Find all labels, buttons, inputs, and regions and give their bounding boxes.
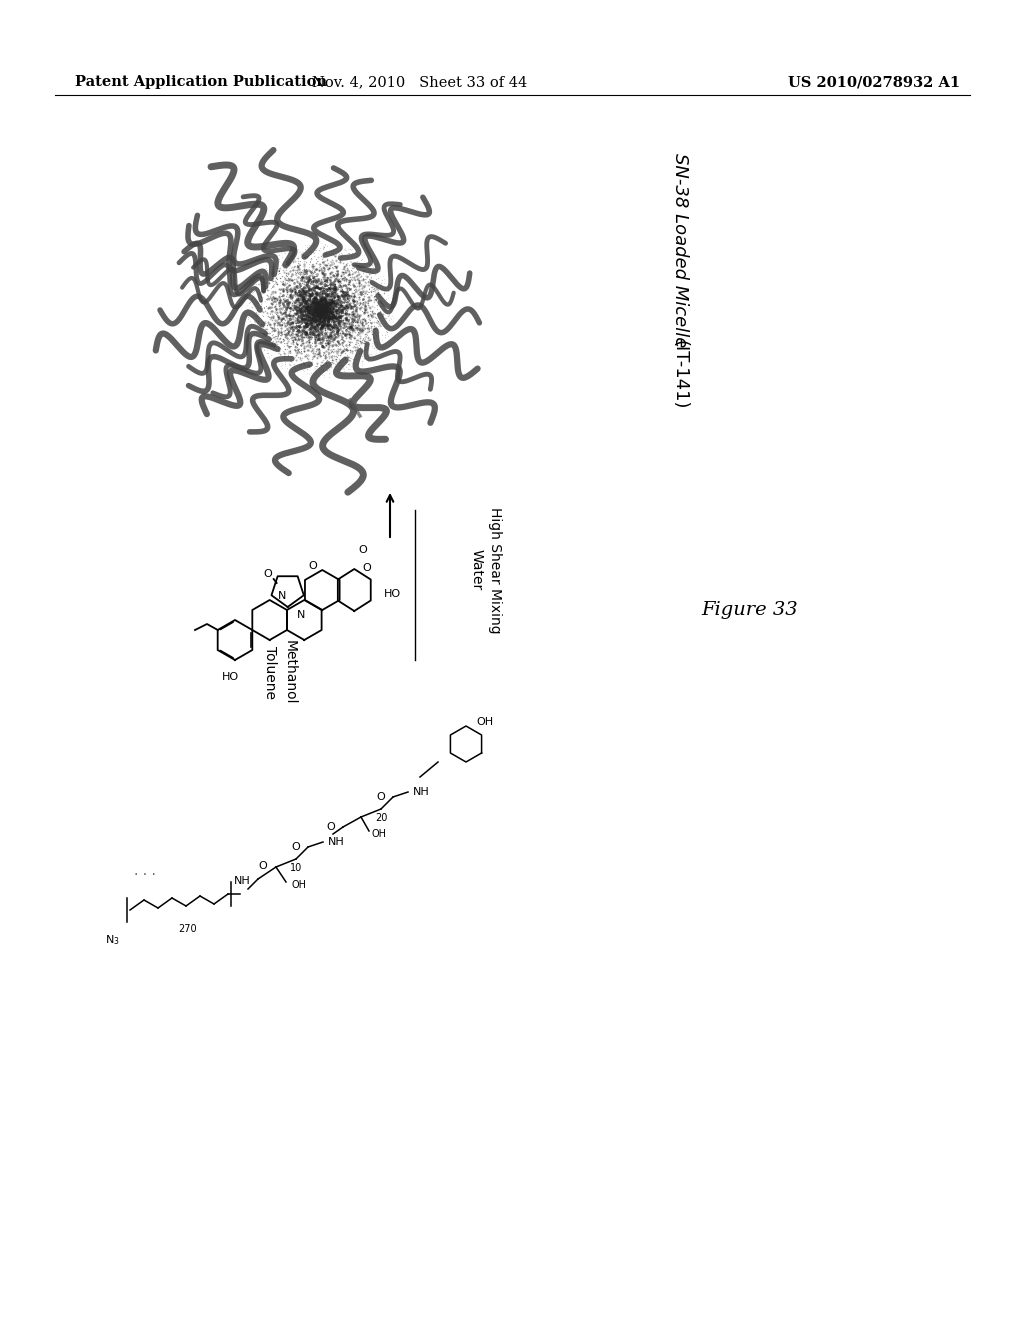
Text: N: N: [297, 610, 305, 620]
Text: Figure 33: Figure 33: [701, 601, 799, 619]
Text: 270: 270: [178, 924, 198, 935]
Text: O: O: [361, 564, 371, 573]
Text: O: O: [377, 792, 385, 803]
Text: NH: NH: [328, 837, 345, 847]
Text: · · ·: · · ·: [134, 869, 156, 882]
Text: N: N: [278, 591, 286, 601]
Text: O: O: [308, 561, 316, 572]
Text: Methanol: Methanol: [283, 640, 297, 705]
Text: US 2010/0278932 A1: US 2010/0278932 A1: [787, 75, 961, 88]
Text: OH: OH: [372, 829, 387, 840]
Text: (IT-141): (IT-141): [671, 341, 689, 409]
Text: O: O: [327, 822, 336, 832]
Text: 10: 10: [290, 863, 302, 873]
Text: HO: HO: [221, 672, 239, 682]
Text: OH: OH: [477, 717, 494, 727]
Text: High Shear Mixing: High Shear Mixing: [488, 507, 502, 634]
Text: O: O: [263, 569, 272, 579]
Text: NH: NH: [413, 787, 430, 797]
Text: O: O: [292, 842, 300, 851]
Text: Nov. 4, 2010   Sheet 33 of 44: Nov. 4, 2010 Sheet 33 of 44: [312, 75, 527, 88]
Text: N$_3$: N$_3$: [105, 933, 120, 946]
Text: O: O: [358, 545, 367, 554]
Text: NH: NH: [233, 876, 251, 886]
Text: 20: 20: [375, 813, 387, 822]
Text: SN-38 Loaded Micelle: SN-38 Loaded Micelle: [671, 153, 689, 347]
Text: HO: HO: [384, 589, 401, 599]
Text: Water: Water: [470, 549, 484, 590]
Text: OH: OH: [291, 880, 306, 890]
Text: Toluene: Toluene: [263, 645, 278, 698]
Text: O: O: [259, 861, 267, 871]
Text: Patent Application Publication: Patent Application Publication: [75, 75, 327, 88]
